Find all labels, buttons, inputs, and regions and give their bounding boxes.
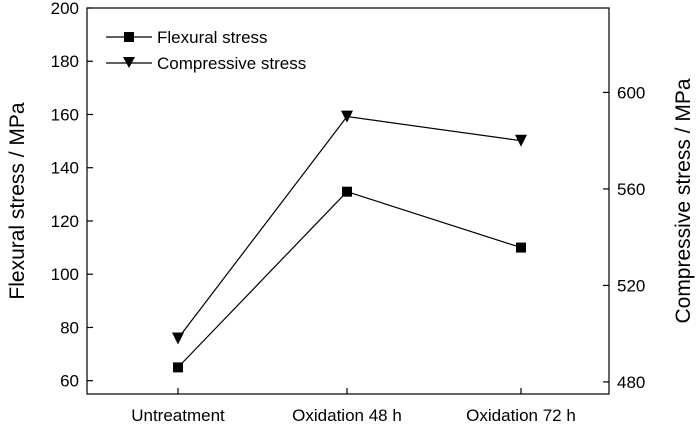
x-axis: Untreatment Oxidation 48 h Oxidation 72 h [131,388,576,425]
left-tick-label: 180 [51,52,79,71]
series-line-flexural [177,190,522,368]
series-layer [172,110,527,373]
left-tick-label: 100 [51,265,79,284]
x-tick-label: Oxidation 48 h [292,406,402,425]
right-tick-label: 600 [617,83,645,102]
y-axis-title-right: Compressive stress / MPa [672,78,695,323]
legend-entry-compressive: Compressive stress [106,54,306,73]
left-tick-label: 80 [60,318,79,337]
left-tick-label: 140 [51,159,79,178]
data-point-compressive [515,134,527,147]
data-point-compressive [172,332,184,345]
right-axis: 480 520 560 600 [603,83,645,392]
legend-label-compressive: Compressive stress [157,54,306,73]
right-tick-label: 520 [617,276,645,295]
legend-marker-square [124,32,134,42]
plot-frame [86,7,610,395]
legend-label-flexural: Flexural stress [157,28,268,47]
series-line-compressive [177,115,522,339]
left-axis: 60 80 100 120 140 160 180 200 [51,0,93,391]
data-point-flexural [173,362,183,373]
data-point-flexural [516,242,526,253]
data-point-flexural [342,186,352,197]
left-tick-label: 120 [51,212,79,231]
legend-marker-triangle-down [123,57,135,68]
right-tick-label: 480 [617,373,645,392]
left-tick-label: 60 [60,372,79,391]
data-point-compressive [341,110,353,123]
left-tick-label: 160 [51,105,79,124]
legend-entry-flexural: Flexural stress [106,28,268,47]
left-tick-label: 200 [51,0,79,18]
y-axis-title-left: Flexural stress / MPa [6,102,29,300]
x-tick-label: Oxidation 72 h [466,406,576,425]
x-tick-label: Untreatment [131,406,225,425]
legend: Flexural stress Compressive stress [106,28,306,73]
right-tick-label: 560 [617,180,645,199]
